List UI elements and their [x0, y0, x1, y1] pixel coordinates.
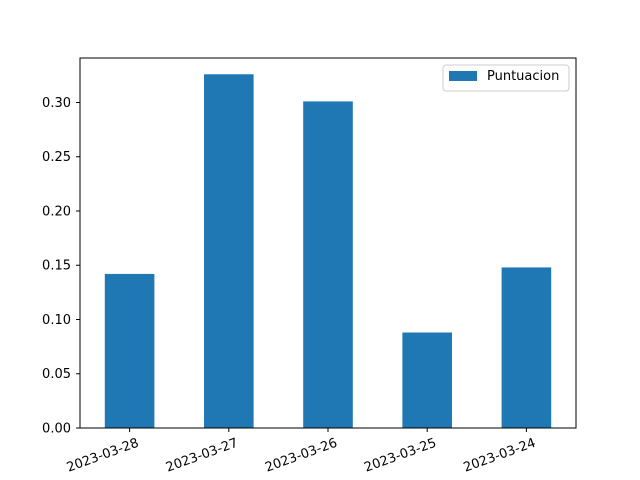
bar-2023-03-24 — [501, 267, 552, 428]
legend-label: Puntuacion — [487, 69, 559, 84]
bars-group — [104, 74, 552, 428]
y-tick-label: 0.05 — [42, 367, 71, 382]
bar-2023-03-25 — [402, 332, 452, 428]
legend: Puntuacion — [442, 64, 570, 92]
y-axis: 0.00 0.05 0.10 0.15 0.20 0.25 0.30 — [42, 96, 80, 437]
y-tick-label: 0.00 — [42, 422, 71, 437]
legend-swatch — [449, 71, 477, 81]
bar-2023-03-27 — [204, 74, 254, 428]
y-tick-label: 0.20 — [42, 204, 71, 219]
y-tick-label: 0.25 — [42, 150, 71, 165]
plot-frame — [79, 57, 577, 429]
y-tick-label: 0.10 — [42, 313, 71, 328]
y-tick-label: 0.30 — [42, 96, 71, 111]
bar-2023-03-26 — [303, 101, 353, 428]
y-tick-label: 0.15 — [42, 259, 71, 274]
bar-2023-03-28 — [104, 273, 155, 428]
